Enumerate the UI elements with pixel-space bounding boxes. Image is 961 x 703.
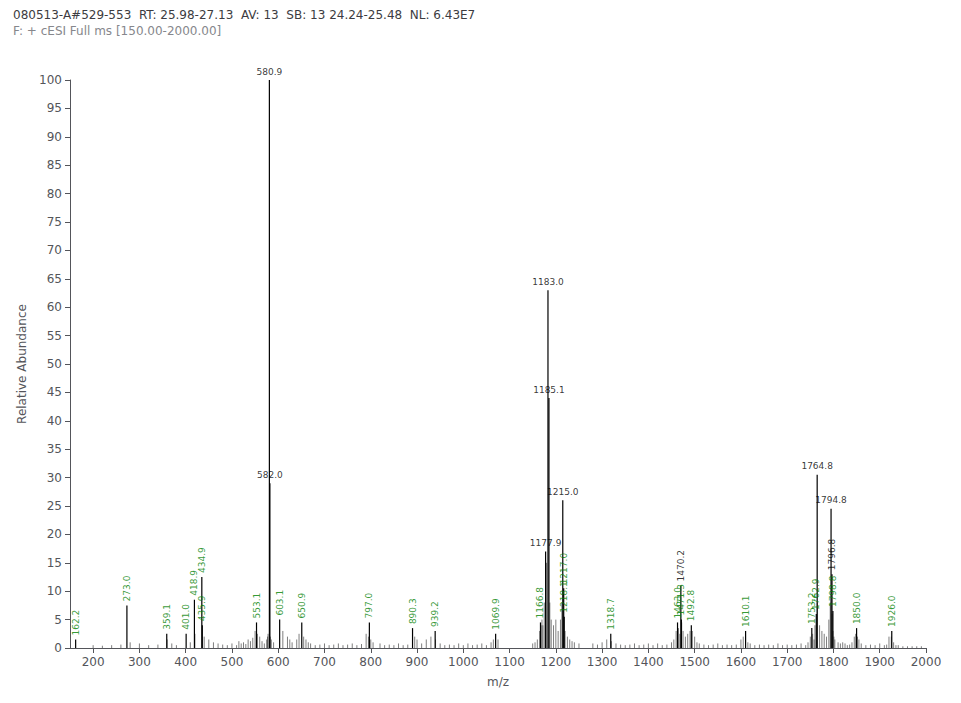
svg-text:600: 600 [267, 655, 290, 669]
svg-text:10: 10 [47, 584, 62, 598]
svg-text:30: 30 [47, 471, 62, 485]
svg-text:500: 500 [220, 655, 243, 669]
svg-text:1700: 1700 [772, 655, 803, 669]
svg-text:1183.0: 1183.0 [532, 277, 564, 287]
svg-text:1185.1: 1185.1 [533, 385, 565, 395]
svg-text:080513-A#529-553 RT: 25.98-27: 080513-A#529-553 RT: 25.98-27.13 AV: 13 … [13, 8, 475, 22]
svg-text:80: 80 [47, 187, 62, 201]
svg-text:890.3: 890.3 [408, 598, 418, 624]
svg-text:15: 15 [47, 556, 62, 570]
svg-text:1400: 1400 [633, 655, 664, 669]
svg-text:700: 700 [313, 655, 336, 669]
svg-text:1177.9: 1177.9 [530, 538, 562, 548]
svg-text:1217.0: 1217.0 [559, 553, 569, 585]
svg-text:1492.8: 1492.8 [686, 590, 696, 622]
svg-text:650.9: 650.9 [297, 592, 307, 618]
svg-text:95: 95 [47, 101, 62, 115]
svg-text:1850.0: 1850.0 [852, 592, 862, 624]
svg-text:70: 70 [47, 243, 62, 257]
svg-text:Relative Abundance: Relative Abundance [15, 304, 29, 424]
svg-text:1218.1: 1218.1 [559, 581, 569, 613]
svg-text:25: 25 [47, 499, 62, 513]
svg-text:50: 50 [47, 357, 62, 371]
svg-text:75: 75 [47, 215, 62, 229]
svg-text:1471.3: 1471.3 [676, 584, 686, 616]
svg-text:1215.0: 1215.0 [547, 487, 579, 497]
svg-text:200: 200 [82, 655, 105, 669]
svg-text:1470.2: 1470.2 [676, 550, 686, 582]
svg-text:434.9: 434.9 [197, 547, 207, 573]
svg-text:65: 65 [47, 272, 62, 286]
svg-text:1318.7: 1318.7 [606, 598, 616, 630]
svg-text:m/z: m/z [487, 675, 509, 689]
svg-text:85: 85 [47, 158, 62, 172]
svg-text:1500: 1500 [679, 655, 710, 669]
svg-text:359.1: 359.1 [162, 604, 172, 630]
svg-text:5: 5 [54, 613, 62, 627]
svg-text:418.9: 418.9 [189, 570, 200, 596]
svg-text:300: 300 [128, 655, 151, 669]
svg-text:1764.8: 1764.8 [801, 461, 833, 471]
svg-text:1166.8: 1166.8 [535, 587, 545, 619]
svg-text:553.1: 553.1 [252, 593, 262, 619]
svg-text:582.0: 582.0 [257, 470, 283, 480]
svg-text:401.0: 401.0 [181, 604, 191, 630]
svg-text:1069.9: 1069.9 [491, 598, 501, 630]
svg-text:797.0: 797.0 [364, 592, 374, 618]
svg-text:60: 60 [47, 300, 62, 314]
svg-text:1610.1: 1610.1 [741, 595, 751, 627]
svg-text:1796.8: 1796.8 [827, 538, 837, 570]
svg-text:939.2: 939.2 [430, 601, 440, 627]
svg-text:1798.8: 1798.8 [828, 575, 838, 607]
svg-text:800: 800 [359, 655, 382, 669]
svg-text:1100: 1100 [494, 655, 525, 669]
svg-text:580.9: 580.9 [256, 67, 282, 77]
svg-text:1600: 1600 [726, 655, 757, 669]
svg-text:55: 55 [47, 329, 62, 343]
svg-text:162.2: 162.2 [71, 610, 81, 636]
svg-text:1794.8: 1794.8 [815, 495, 847, 505]
svg-text:100: 100 [39, 73, 62, 87]
svg-text:900: 900 [406, 655, 429, 669]
svg-text:20: 20 [47, 527, 62, 541]
svg-text:90: 90 [47, 130, 62, 144]
svg-text:2000: 2000 [911, 655, 942, 669]
svg-text:273.0: 273.0 [122, 575, 132, 601]
svg-text:1762.9: 1762.9 [811, 578, 821, 610]
svg-text:1900: 1900 [864, 655, 895, 669]
svg-text:0: 0 [54, 641, 62, 655]
svg-text:400: 400 [174, 655, 197, 669]
svg-text:1200: 1200 [541, 655, 572, 669]
svg-text:45: 45 [47, 385, 62, 399]
svg-text:F: + cESI Full ms [150.00-2000: F: + cESI Full ms [150.00-2000.00] [13, 24, 221, 38]
svg-text:1000: 1000 [448, 655, 479, 669]
svg-text:603.1: 603.1 [275, 590, 285, 616]
svg-text:1800: 1800 [818, 655, 849, 669]
svg-text:1926.0: 1926.0 [887, 595, 897, 627]
svg-text:1300: 1300 [587, 655, 618, 669]
svg-text:35: 35 [47, 442, 62, 456]
svg-text:40: 40 [47, 414, 62, 428]
svg-text:435.9: 435.9 [197, 595, 207, 621]
